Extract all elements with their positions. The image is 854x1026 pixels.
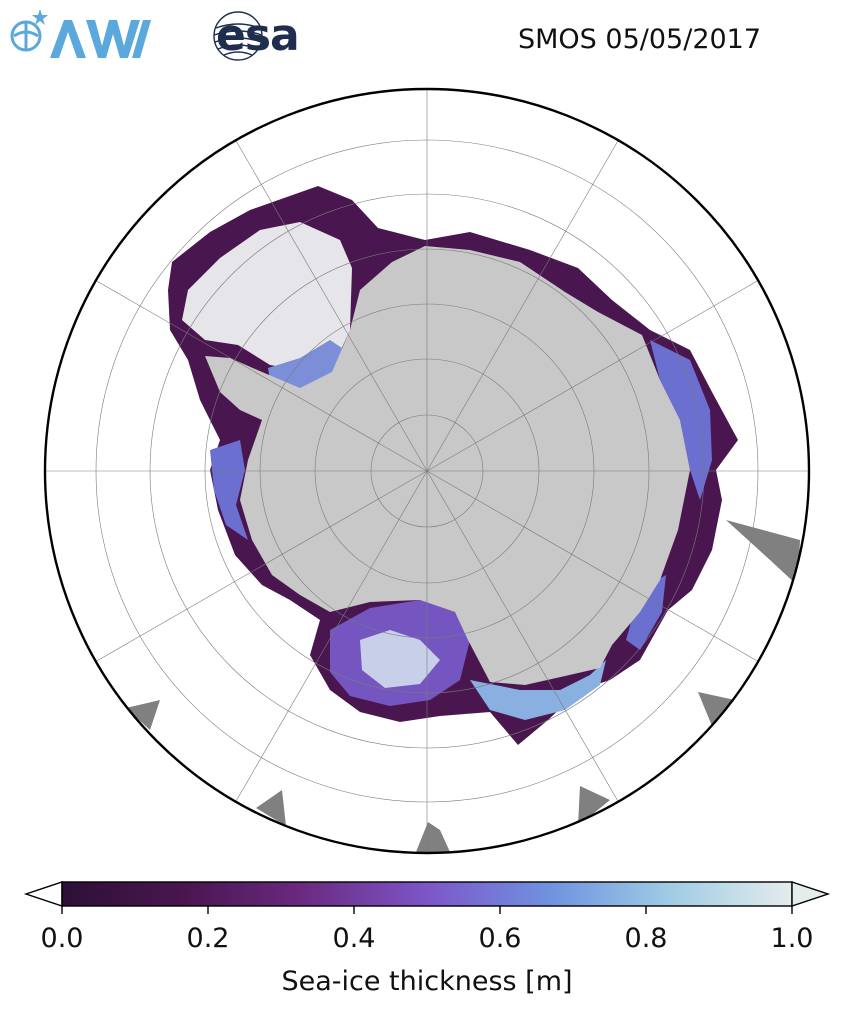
colorbar — [23, 881, 831, 914]
nodata-wedge-south-west — [256, 790, 286, 826]
south-ice-blue — [626, 575, 666, 650]
west-ice-blue — [210, 440, 248, 540]
awi-logo — [10, 9, 151, 58]
colorbar-extend-low — [23, 881, 63, 907]
esa-logo-mark — [213, 11, 263, 61]
ross-ice-edge — [470, 660, 606, 720]
weddell-sea-ice — [182, 222, 352, 372]
esa-logo-text: esa — [216, 10, 300, 61]
colorbar-extend-high — [791, 881, 831, 907]
colorbar-tick-label: 0.6 — [478, 923, 522, 954]
colorbar-tick-label: 0.0 — [40, 923, 84, 954]
antarctic-sea-ice-map — [43, 87, 811, 855]
header: esa SMOS 05/05/2017 — [0, 0, 854, 80]
nodata-wedge-south-east — [578, 786, 610, 826]
colorbar-gradient — [61, 881, 793, 907]
nodata-wedge-west — [126, 700, 160, 730]
map-boundary — [43, 87, 811, 855]
map-title: SMOS 05/05/2017 — [518, 24, 762, 55]
ross-ice-light — [360, 630, 440, 688]
colorbar-ticks — [61, 906, 793, 914]
colorbar-tick-label: 0.4 — [332, 923, 376, 954]
nodata-wedge-south — [416, 822, 450, 852]
east-ice-blue — [650, 340, 712, 500]
nodata-layer — [126, 520, 800, 852]
colorbar-label: Sea-ice thickness [m] — [281, 966, 573, 997]
colorbar-tick-label: 1.0 — [770, 923, 814, 954]
antarctica-land — [205, 246, 690, 685]
colorbar-tick-label: 0.8 — [624, 923, 668, 954]
colorbar-tick-label: 0.2 — [186, 923, 230, 954]
nodata-wedge-se — [698, 692, 735, 726]
graticule — [45, 89, 809, 853]
nodata-wedge-east — [726, 520, 800, 586]
